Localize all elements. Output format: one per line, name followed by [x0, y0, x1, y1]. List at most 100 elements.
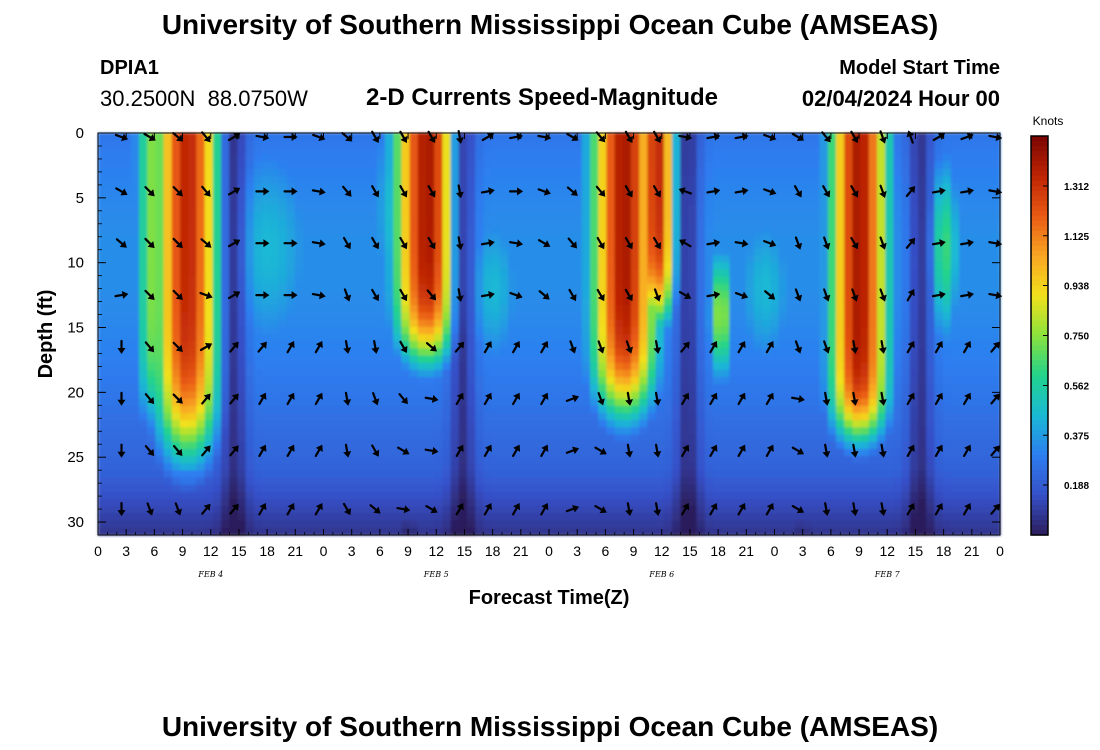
heatmap-cell — [827, 211, 837, 220]
heatmap-cell — [688, 283, 698, 292]
heatmap-cell — [245, 427, 255, 436]
heatmap-cell — [237, 298, 247, 306]
heatmap-cell — [499, 305, 509, 314]
heatmap-cell — [729, 348, 739, 357]
heatmap-cell — [426, 441, 435, 450]
heatmap-cell — [647, 290, 657, 299]
heatmap-cell — [942, 334, 952, 342]
heatmap-cell — [655, 362, 665, 371]
heatmap-cell — [458, 140, 468, 148]
heatmap-cell — [909, 219, 919, 227]
heatmap-cell — [393, 269, 402, 278]
heatmap-cell — [745, 204, 755, 213]
heatmap-cell — [893, 412, 903, 421]
heatmap-cell — [967, 176, 976, 184]
heatmap-cell — [549, 226, 558, 235]
heatmap-cell — [442, 233, 452, 242]
heatmap-cell — [844, 197, 853, 206]
heatmap-cell — [622, 168, 632, 177]
heatmap-cell — [877, 219, 886, 227]
heatmap-cell — [852, 147, 862, 156]
heatmap-cell — [827, 183, 837, 192]
heatmap-cell — [795, 226, 804, 235]
heatmap-cell — [508, 283, 517, 292]
heatmap-cell — [327, 140, 337, 148]
heatmap-cell — [327, 420, 337, 428]
heatmap-cell — [368, 427, 378, 436]
heatmap-cell — [499, 341, 509, 349]
heatmap-cell — [508, 334, 517, 342]
heatmap-cell — [549, 168, 558, 177]
heatmap-cell — [622, 369, 632, 378]
heatmap-cell — [549, 233, 558, 242]
heatmap-cell — [549, 412, 558, 421]
heatmap-cell — [196, 211, 206, 220]
heatmap-cell — [499, 369, 509, 378]
heatmap-cell — [385, 434, 394, 443]
heatmap-cell — [647, 168, 657, 177]
heatmap-cell — [901, 161, 911, 170]
heatmap-cell — [893, 377, 903, 385]
main-title: University of Southern Mississippi Ocean… — [161, 9, 939, 40]
heatmap-cell — [335, 276, 345, 285]
heatmap-cell — [696, 283, 706, 292]
heatmap-cell — [770, 412, 780, 421]
heatmap-cell — [573, 355, 583, 364]
heatmap-cell — [196, 434, 206, 443]
heatmap-cell — [729, 197, 739, 206]
heatmap-cell — [409, 176, 419, 184]
heatmap-cell — [549, 391, 558, 400]
heatmap-cell — [631, 176, 640, 184]
heatmap-cell — [467, 412, 476, 421]
heatmap-cell — [934, 384, 944, 393]
heatmap-cell — [352, 176, 361, 184]
heatmap-cell — [918, 326, 927, 335]
heatmap-cell — [409, 398, 419, 407]
heatmap-cell — [122, 197, 132, 206]
heatmap-cell — [901, 298, 911, 306]
heatmap-cell — [737, 269, 747, 278]
heatmap-cell — [729, 190, 739, 199]
heatmap-cell — [319, 312, 329, 321]
heatmap-cell — [967, 391, 976, 400]
heatmap-cell — [885, 362, 894, 371]
heatmap-cell — [212, 147, 222, 156]
heatmap-cell — [270, 262, 279, 270]
heatmap-cell — [475, 211, 484, 220]
heatmap-cell — [836, 362, 845, 371]
heatmap-cell — [754, 211, 763, 220]
heatmap-cell — [311, 326, 320, 335]
heatmap-cell — [98, 298, 107, 306]
heatmap-cell — [262, 183, 271, 192]
heatmap-cell — [893, 262, 903, 270]
heatmap-cell — [319, 269, 329, 278]
heatmap-cell — [122, 355, 132, 364]
heatmap-cell — [590, 384, 599, 393]
heatmap-cell — [130, 427, 140, 436]
heatmap-cell — [844, 341, 853, 349]
heatmap-cell — [532, 240, 542, 249]
heatmap-cell — [171, 334, 181, 342]
heatmap-cell — [647, 247, 657, 256]
heatmap-cell — [901, 334, 911, 342]
heatmap-cell — [901, 326, 911, 335]
heatmap-cell — [467, 140, 476, 148]
heatmap-cell — [516, 448, 525, 457]
heatmap-cell — [983, 226, 993, 235]
heatmap-cell — [672, 377, 681, 385]
heatmap-cell — [942, 405, 952, 414]
heatmap-cell — [524, 391, 534, 400]
heatmap-cell — [885, 384, 894, 393]
heatmap-cell — [458, 290, 468, 299]
heatmap-cell — [524, 355, 534, 364]
heatmap-cell — [524, 377, 534, 385]
heatmap-cell — [253, 326, 263, 335]
heatmap-cell — [180, 412, 189, 421]
heatmap-cell — [319, 341, 329, 349]
heatmap-cell — [245, 434, 255, 443]
heatmap-cell — [475, 283, 484, 292]
heatmap-cell — [155, 255, 165, 263]
heatmap-cell — [786, 147, 796, 156]
heatmap-cell — [516, 441, 525, 450]
heatmap-cell — [893, 133, 903, 141]
